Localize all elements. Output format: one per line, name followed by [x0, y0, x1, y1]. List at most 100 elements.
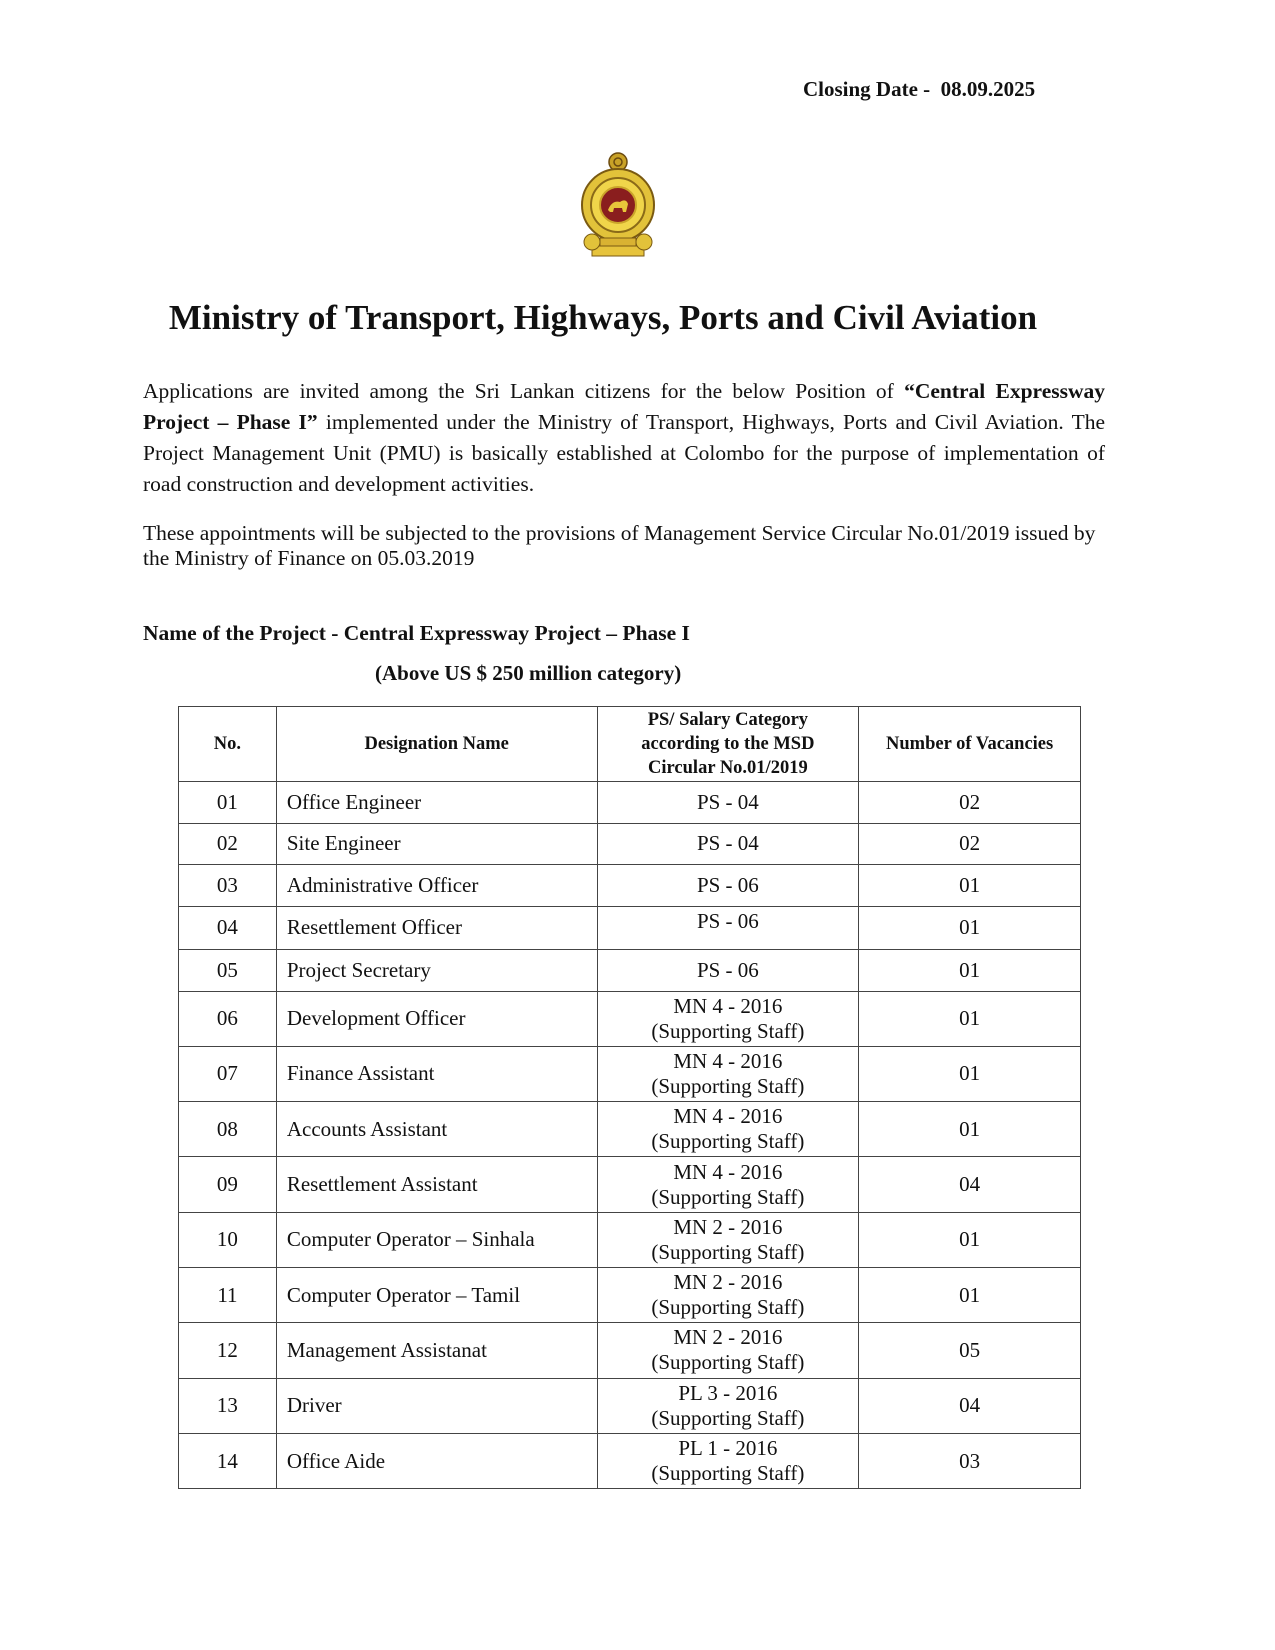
cell-designation: Project Secretary [275, 949, 598, 992]
table-row: 04 Resettlement Officer PS - 06 01 [178, 905, 1081, 950]
cell-salary-category: MN 4 - 2016 (Supporting Staff) [596, 1156, 860, 1213]
table-row: 07 Finance Assistant MN 4 - 2016 (Supportin… [178, 1045, 1081, 1103]
header-designation: Designation Name [275, 706, 598, 782]
table-row: 01 Office Engineer PS - 04 02 [178, 781, 1081, 824]
salary-note: (Supporting Staff) [651, 1239, 805, 1264]
cell-no: 12 [178, 1322, 277, 1379]
closing-date-value: 08.09.2025 [940, 77, 1036, 101]
cell-vacancies: 01 [858, 1266, 1081, 1324]
table-row: 05 Project Secretary PS - 06 01 [178, 949, 1081, 992]
page-title: Ministry of Transport, Highways, Ports a… [168, 298, 1038, 337]
cell-no: 01 [178, 781, 277, 824]
cell-salary-category: MN 2 - 2016 (Supporting Staff) [596, 1266, 860, 1324]
table-row: 09 Resettlement Assistant MN 4 - 2016 (Supp… [178, 1156, 1081, 1213]
cell-no: 03 [178, 864, 277, 907]
sri-lanka-emblem-icon [581, 152, 655, 257]
closing-date: Closing Date - 08.09.2025 [803, 77, 1035, 102]
cell-no: 11 [178, 1266, 277, 1324]
cell-designation: Resettlement Assistant [275, 1156, 598, 1213]
cell-vacancies: 05 [858, 1322, 1081, 1379]
cell-designation: Computer Operator – Sinhala [275, 1211, 598, 1268]
cell-designation: Office Engineer [275, 781, 598, 824]
intro-paragraph: Applications are invited among the Sri L… [143, 376, 1105, 500]
cell-no: 14 [178, 1432, 277, 1490]
salary-code: MN 4 - 2016 [673, 1104, 783, 1129]
header-no: No. [178, 706, 277, 782]
cell-designation: Site Engineer [275, 822, 598, 865]
intro-text: Applications are invited among the Sri L… [143, 379, 905, 403]
cell-vacancies: 04 [858, 1377, 1081, 1434]
cell-designation: Administrative Officer [275, 864, 598, 907]
salary-code: MN 2 - 2016 [673, 1214, 783, 1239]
salary-code: MN 2 - 2016 [673, 1325, 783, 1350]
cell-vacancies: 04 [858, 1156, 1081, 1213]
salary-code: PS - 06 [696, 908, 759, 933]
salary-code: MN 4 - 2016 [673, 1159, 783, 1184]
salary-code: MN 2 - 2016 [673, 1270, 783, 1295]
circular-note: These appointments will be subjected to … [143, 521, 1096, 570]
table-row: 02 Site Engineer PS - 04 02 [178, 822, 1081, 865]
cell-no: 06 [178, 990, 277, 1047]
project-label: Name of the Project [143, 621, 326, 645]
salary-code: PS - 04 [696, 789, 759, 814]
cell-designation: Finance Assistant [275, 1045, 598, 1103]
project-name: - Central Expressway Project – Phase I [325, 621, 690, 645]
cell-salary-category: PS - 06 [596, 864, 860, 907]
cell-vacancies: 01 [858, 1211, 1081, 1268]
salary-note: (Supporting Staff) [651, 1073, 805, 1098]
cell-salary-category: MN 4 - 2016 (Supporting Staff) [596, 990, 860, 1047]
project-category: (Above US $ 250 million category) [375, 661, 682, 685]
header-salary-category: PS/ Salary Category according to the MSD… [596, 706, 860, 782]
table-header-row: No. Designation Name PS/ Salary Category… [178, 706, 1081, 782]
cell-salary-category: MN 2 - 2016 (Supporting Staff) [596, 1211, 860, 1268]
salary-code: PL 3 - 2016 [678, 1380, 778, 1405]
cell-vacancies: 01 [858, 949, 1081, 992]
cell-vacancies: 01 [858, 905, 1081, 950]
cell-no: 05 [178, 949, 277, 992]
cell-no: 10 [178, 1211, 277, 1268]
table-row: 13 Driver PL 3 - 2016 (Supporting Staff) 04 [178, 1377, 1081, 1434]
table-row: 08 Accounts Assistant MN 4 - 2016 (Supporti… [178, 1101, 1081, 1158]
cell-vacancies: 01 [858, 990, 1081, 1047]
salary-code: PL 1 - 2016 [678, 1436, 778, 1461]
cell-salary-category: PS - 04 [596, 822, 860, 865]
salary-note: (Supporting Staff) [651, 1350, 805, 1375]
cell-vacancies: 01 [858, 1045, 1081, 1103]
project-heading: Name of the Project - Central Expressway… [143, 621, 690, 646]
cell-no: 09 [178, 1156, 277, 1213]
cell-salary-category: PS - 06 [596, 905, 860, 950]
salary-note: (Supporting Staff) [651, 1295, 805, 1320]
cell-vacancies: 01 [858, 1101, 1081, 1158]
intro-text-cont: implemented under the Ministry of Transp… [143, 410, 1105, 496]
cell-no: 02 [178, 822, 277, 865]
cell-vacancies: 03 [858, 1432, 1081, 1490]
salary-code: PS - 06 [696, 957, 759, 982]
cell-no: 07 [178, 1045, 277, 1103]
salary-code: PS - 04 [696, 831, 759, 856]
project-name-inline: “Central Expressway Project – Phase I” [143, 379, 1105, 434]
salary-note: (Supporting Staff) [651, 1018, 805, 1043]
cell-salary-category: MN 2 - 2016 (Supporting Staff) [596, 1322, 860, 1379]
cell-no: 04 [178, 905, 277, 950]
vacancies-table: No. Designation Name PS/ Salary Category… [178, 706, 1081, 1490]
table-row: 11 Computer Operator – Tamil MN 2 - 2016 (S… [178, 1266, 1081, 1324]
salary-note: (Supporting Staff) [651, 1129, 805, 1154]
cell-no: 13 [178, 1377, 277, 1434]
cell-vacancies: 01 [858, 864, 1081, 907]
salary-code: MN 4 - 2016 [673, 993, 783, 1018]
table-row: 12 Management Assistanat MN 2 - 2016 (Suppo… [178, 1322, 1081, 1379]
cell-designation: Computer Operator – Tamil [275, 1266, 598, 1324]
table-row: 14 Office Aide PL 1 - 2016 (Supporting Staf… [178, 1432, 1081, 1490]
table-row: 06 Development Officer MN 4 - 2016 (Support… [178, 990, 1081, 1047]
closing-date-label: Closing Date - [803, 77, 931, 101]
cell-designation: Driver [275, 1377, 598, 1434]
cell-salary-category: PS - 04 [596, 781, 860, 824]
cell-vacancies: 02 [858, 781, 1081, 824]
salary-note: (Supporting Staff) [651, 1184, 805, 1209]
salary-code: MN 4 - 2016 [673, 1048, 783, 1073]
cell-designation: Resettlement Officer [275, 905, 598, 950]
cell-designation: Development Officer [275, 990, 598, 1047]
table-row: 10 Computer Operator – Sinhala MN 2 - 2016… [178, 1211, 1081, 1268]
salary-note: (Supporting Staff) [651, 1461, 805, 1486]
header-vacancies: Number of Vacancies [858, 706, 1081, 782]
